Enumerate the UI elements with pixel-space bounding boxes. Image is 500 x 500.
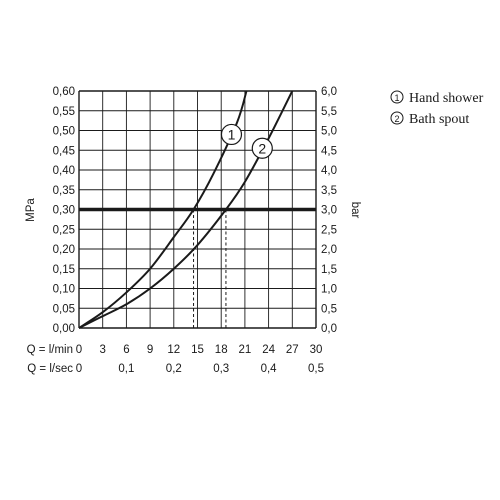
y-right-axis-title: bar	[349, 202, 361, 219]
x-primary-tick-label: 15	[191, 344, 204, 356]
x-primary-tick-label: 27	[286, 344, 299, 356]
x-secondary-ticks: 0 0,1 0,2 0,3 0,4 0,5	[76, 363, 324, 375]
legend-marker-1-number: 1	[394, 93, 399, 103]
x-secondary-tick-label: 0,2	[166, 363, 182, 375]
y-left-axis-title: MPa	[25, 198, 37, 222]
y-right-tick-label: 0,0	[321, 323, 337, 335]
y-left-tick-label: 0,00	[53, 323, 75, 335]
series-marker-2-icon	[251, 137, 273, 159]
series-marker-1-number: 1	[228, 126, 236, 142]
x-secondary-tick-label: 0,3	[213, 363, 229, 375]
x-primary-tick-label: 6	[123, 344, 129, 356]
right-axis-ticks: 0,0 0,5 1,0 1,5 2,0 2,5 3,0 3,5 4,0 4,5 5,0 5,5 6,0	[321, 86, 337, 335]
x-secondary-tick-label: 0,1	[118, 363, 134, 375]
y-left-tick-label: 0,55	[53, 106, 75, 118]
x-primary-tick-label: 18	[215, 344, 228, 356]
y-left-tick-label: 0,40	[53, 165, 75, 177]
x-primary-tick-label: 12	[167, 344, 180, 356]
x-primary-axis-title: Q = l/min	[27, 344, 73, 356]
y-right-tick-label: 4,5	[321, 145, 337, 157]
x-secondary-tick-label: 0,5	[308, 363, 324, 375]
y-left-tick-label: 0,15	[53, 264, 75, 276]
y-right-tick-label: 1,5	[321, 264, 337, 276]
y-right-tick-label: 6,0	[321, 86, 337, 98]
y-right-tick-label: 0,5	[321, 303, 337, 315]
left-axis-ticks: 0,00 0,05 0,10 0,15 0,20 0,25 0,30 0,35 0,40 0,45…	[53, 86, 75, 335]
y-right-tick-label: 1,0	[321, 284, 337, 296]
y-right-tick-label: 2,5	[321, 224, 337, 236]
x-secondary-axis-title: Q = l/sec	[27, 363, 73, 375]
y-right-tick-label: 5,0	[321, 126, 337, 138]
legend: 1 Hand shower 2 Bath spout	[390, 90, 484, 127]
series-marker-2-number: 2	[258, 140, 266, 156]
y-left-tick-label: 0,35	[53, 185, 75, 197]
series-marker-1-icon	[220, 123, 243, 146]
legend-label-2: Bath spout	[409, 112, 469, 127]
x-secondary-tick-label: 0,4	[261, 363, 278, 375]
y-right-tick-label: 3,0	[321, 205, 337, 217]
y-right-tick-label: 3,5	[321, 185, 337, 197]
legend-marker-2-icon	[390, 111, 404, 125]
y-left-tick-label: 0,25	[53, 224, 75, 236]
y-right-tick-label: 2,0	[321, 244, 337, 256]
y-left-tick-label: 0,05	[53, 303, 75, 315]
legend-item-2: 2 Bath spout	[390, 111, 469, 127]
y-left-tick-label: 0,60	[53, 86, 75, 98]
x-primary-tick-label: 0	[76, 344, 82, 356]
x-secondary-tick-label: 0	[76, 363, 82, 375]
legend-marker-2-number: 2	[394, 114, 399, 124]
y-left-tick-label: 0,45	[53, 145, 75, 157]
y-left-tick-label: 0,20	[53, 244, 75, 256]
y-right-tick-label: 5,5	[321, 106, 337, 118]
x-primary-tick-label: 21	[239, 344, 252, 356]
y-left-tick-label: 0,50	[53, 126, 75, 138]
legend-item-1: 1 Hand shower	[390, 90, 484, 106]
x-primary-tick-label: 9	[147, 344, 153, 356]
legend-label-1: Hand shower	[409, 91, 484, 106]
y-right-tick-label: 4,0	[321, 165, 337, 177]
x-primary-tick-label: 30	[310, 344, 323, 356]
legend-marker-1-icon	[390, 90, 404, 104]
series-markers: 12	[220, 123, 273, 159]
series-line-2	[78, 90, 294, 329]
x-primary-tick-label: 24	[262, 344, 275, 356]
y-left-tick-label: 0,10	[53, 284, 75, 296]
x-primary-ticks: 0 3 6 9 12 15 18 21 24 27 30	[76, 344, 323, 356]
y-left-tick-label: 0,30	[53, 205, 75, 217]
x-primary-tick-label: 3	[99, 344, 105, 356]
